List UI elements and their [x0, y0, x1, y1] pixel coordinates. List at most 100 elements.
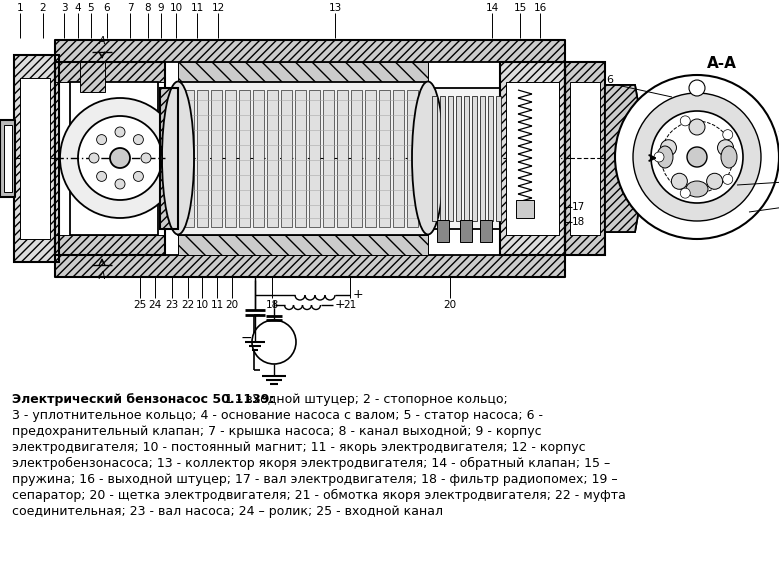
Bar	[432, 96, 437, 221]
Text: 12: 12	[211, 3, 224, 13]
Bar	[407, 90, 418, 227]
Circle shape	[615, 75, 779, 239]
Bar	[428, 88, 500, 229]
Circle shape	[252, 320, 296, 364]
Bar	[239, 90, 250, 227]
Circle shape	[89, 153, 99, 163]
Bar	[365, 90, 376, 227]
Circle shape	[133, 171, 143, 181]
Text: 3: 3	[61, 3, 67, 13]
Text: 5: 5	[88, 3, 94, 13]
Bar	[460, 220, 472, 242]
Bar	[480, 220, 492, 242]
Polygon shape	[605, 85, 648, 232]
Bar	[253, 90, 264, 227]
Bar	[225, 90, 236, 227]
Text: 15: 15	[513, 3, 527, 13]
Bar	[506, 82, 559, 235]
Circle shape	[654, 152, 664, 162]
Bar	[565, 62, 605, 255]
Text: 4: 4	[75, 3, 81, 13]
Circle shape	[680, 188, 690, 198]
Bar	[55, 62, 165, 255]
Text: 11: 11	[190, 3, 203, 13]
Text: 24: 24	[148, 300, 161, 310]
Circle shape	[689, 119, 705, 135]
Circle shape	[633, 93, 761, 221]
Circle shape	[110, 148, 130, 168]
Text: электродвигателя; 10 - постоянный магнит; 11 - якорь электродвигателя; 12 - корп: электродвигателя; 10 - постоянный магнит…	[12, 441, 586, 454]
Bar	[464, 96, 469, 221]
Text: 1: 1	[16, 3, 23, 13]
Text: 11: 11	[210, 300, 224, 310]
Bar	[183, 90, 194, 227]
Text: +: +	[353, 289, 364, 301]
Bar	[14, 55, 59, 262]
Text: 20: 20	[225, 300, 238, 310]
Polygon shape	[605, 85, 648, 232]
Bar	[565, 62, 605, 255]
Text: 6: 6	[104, 3, 111, 13]
Circle shape	[661, 140, 676, 156]
Circle shape	[60, 98, 180, 218]
Circle shape	[651, 111, 743, 203]
Text: 10: 10	[196, 300, 209, 310]
Bar	[337, 90, 348, 227]
Bar	[448, 96, 453, 221]
Bar	[421, 90, 432, 227]
Bar	[480, 96, 485, 221]
Circle shape	[78, 116, 162, 200]
Text: 22: 22	[182, 300, 195, 310]
Text: предохранительный клапан; 7 - крышка насоса; 8 - канал выходной; 9 - корпус: предохранительный клапан; 7 - крышка нас…	[12, 425, 541, 438]
Circle shape	[680, 116, 690, 126]
Text: 14: 14	[485, 3, 499, 13]
Bar	[295, 90, 306, 227]
Bar	[160, 88, 178, 229]
Bar	[500, 62, 565, 255]
Bar	[309, 90, 320, 227]
Bar	[393, 90, 404, 227]
Bar	[351, 90, 362, 227]
Bar	[281, 90, 292, 227]
Bar	[323, 90, 334, 227]
Circle shape	[115, 127, 125, 137]
Bar	[4, 125, 12, 192]
Text: пружина; 16 - выходной штуцер; 17 - вал электродвигателя; 18 - фильтр радиопомех: пружина; 16 - выходной штуцер; 17 - вал …	[12, 473, 618, 486]
Text: А: А	[99, 36, 105, 46]
Bar	[55, 62, 165, 82]
Circle shape	[717, 140, 734, 156]
Bar	[437, 220, 449, 242]
Text: 16: 16	[534, 3, 547, 13]
Text: 9: 9	[157, 3, 164, 13]
Circle shape	[141, 153, 151, 163]
Bar	[160, 88, 178, 229]
Bar	[178, 82, 428, 235]
Text: 8: 8	[145, 3, 151, 13]
Text: соединительная; 23 - вал насоса; 24 – ролик; 25 - входной канал: соединительная; 23 - вал насоса; 24 – ро…	[12, 505, 443, 518]
Bar	[14, 55, 59, 262]
Bar	[496, 96, 501, 221]
Bar	[55, 40, 565, 62]
Bar	[488, 96, 493, 221]
Text: А: А	[99, 271, 105, 281]
Text: 20: 20	[443, 300, 456, 310]
Circle shape	[97, 135, 107, 145]
Circle shape	[671, 173, 687, 189]
Bar	[379, 90, 390, 227]
Circle shape	[687, 147, 707, 167]
Text: +: +	[335, 298, 346, 311]
Text: 18: 18	[572, 217, 585, 227]
Ellipse shape	[162, 82, 194, 234]
Circle shape	[707, 173, 723, 189]
Ellipse shape	[657, 146, 673, 168]
Text: А-А: А-А	[707, 55, 737, 71]
Bar	[267, 90, 278, 227]
Text: 2: 2	[40, 3, 46, 13]
Text: электробензонасоса; 13 - коллектор якоря электродвигателя; 14 - обратный клапан;: электробензонасоса; 13 - коллектор якоря…	[12, 457, 610, 470]
Circle shape	[115, 179, 125, 189]
Text: Электрический бензонасос 50.1139:: Электрический бензонасос 50.1139:	[12, 393, 274, 406]
Bar	[70, 82, 158, 235]
Circle shape	[97, 171, 107, 181]
Bar	[20, 78, 50, 239]
Ellipse shape	[721, 146, 737, 168]
